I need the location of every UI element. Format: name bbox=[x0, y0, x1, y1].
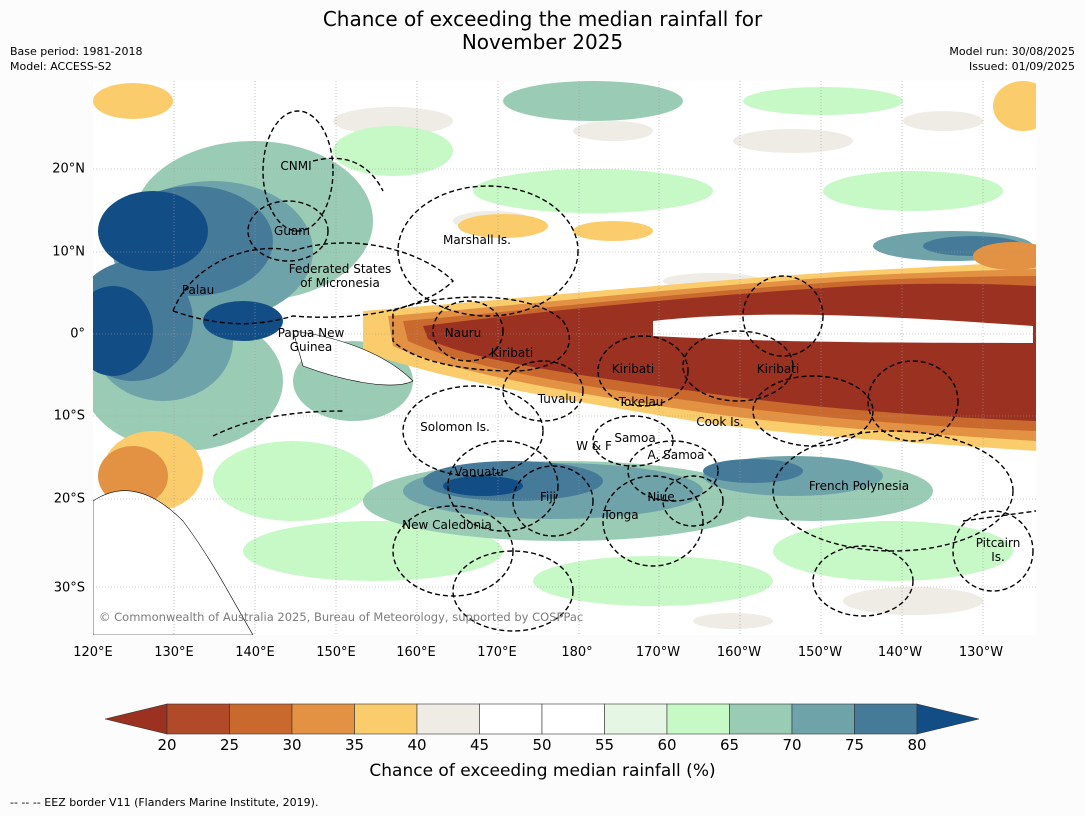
y-tick: 30°S bbox=[53, 580, 85, 596]
colorbar-tick: 60 bbox=[657, 736, 677, 754]
deep-blue-patches bbox=[93, 191, 523, 496]
colorbar-tick: 70 bbox=[782, 736, 802, 754]
model-run: Model run: 30/08/2025 bbox=[949, 45, 1075, 58]
base-period: Base period: 1981-2018 bbox=[10, 45, 143, 58]
label-tonga: Tonga bbox=[603, 508, 639, 522]
colorbar-tick: 20 bbox=[157, 736, 177, 754]
label-samoa: Samoa bbox=[614, 431, 656, 445]
x-tick: 130°E bbox=[154, 645, 194, 660]
label-vanuatu: Vanuatu bbox=[454, 465, 504, 479]
y-tick: 20°N bbox=[52, 161, 85, 177]
label-wf: W & F bbox=[576, 439, 612, 453]
label-png: Papua New Guinea bbox=[277, 326, 345, 354]
label-guam: Guam bbox=[274, 224, 310, 238]
y-tick: 10°N bbox=[52, 244, 85, 260]
copyright-notice: © Commonwealth of Australia 2025, Bureau… bbox=[99, 610, 584, 624]
colorbar-tick: 75 bbox=[844, 736, 865, 754]
label-niue: Niue bbox=[647, 490, 675, 504]
colorbar-tick: 25 bbox=[219, 736, 240, 754]
y-tick: 20°S bbox=[53, 491, 85, 507]
x-tick: 140°E bbox=[235, 645, 275, 660]
label-palau: Palau bbox=[181, 283, 215, 297]
label-tuvalu: Tuvalu bbox=[537, 392, 577, 406]
x-tick: 170°W bbox=[635, 645, 681, 660]
x-tick: 150°E bbox=[316, 645, 356, 660]
colorbar-segment bbox=[229, 703, 293, 735]
colorbar-segment bbox=[666, 703, 730, 735]
label-kiribati-3: Kiribati bbox=[756, 362, 800, 376]
map-panel bbox=[93, 81, 1036, 635]
colorbar-segment bbox=[791, 703, 855, 735]
label-nauru: Nauru bbox=[444, 326, 482, 340]
colorbar-tick: 30 bbox=[282, 736, 302, 754]
x-tick: 160°E bbox=[396, 645, 436, 660]
colorbar-extend-low bbox=[105, 703, 168, 735]
x-tick: 170°E bbox=[477, 645, 517, 660]
colorbar-segment bbox=[166, 703, 230, 735]
y-tick: 0° bbox=[70, 326, 85, 342]
x-tick: 130°W bbox=[958, 645, 1004, 660]
colorbar-tick: 40 bbox=[407, 736, 427, 754]
colorbar-tick: 65 bbox=[719, 736, 740, 754]
label-asamoa: A. Samoa bbox=[647, 448, 705, 462]
meta-right: Model run: 30/08/2025 Issued: 01/09/2025 bbox=[949, 44, 1075, 74]
colorbar bbox=[105, 703, 980, 735]
land-outlines bbox=[93, 330, 414, 635]
colorbar-tick: 35 bbox=[344, 736, 365, 754]
meta-left: Base period: 1981-2018 Model: ACCESS-S2 bbox=[10, 44, 142, 74]
colorbar-segment bbox=[479, 703, 543, 735]
colorbar-tick: 45 bbox=[469, 736, 490, 754]
label-solomon: Solomon Is. bbox=[420, 420, 490, 434]
x-tick: 150°W bbox=[797, 645, 843, 660]
y-tick: 10°S bbox=[53, 408, 85, 424]
label-pitcairn: Pitcairn Is. bbox=[975, 536, 1021, 564]
colorbar-segment bbox=[729, 703, 793, 735]
colorbar-tick: 50 bbox=[532, 736, 552, 754]
label-fiji: Fiji bbox=[539, 490, 557, 504]
x-tick: 180° bbox=[561, 645, 593, 660]
colorbar-label: Chance of exceeding median rainfall (%) bbox=[369, 761, 716, 781]
colorbar-segment bbox=[541, 703, 605, 735]
x-tick: 160°W bbox=[716, 645, 762, 660]
colorbar-segment bbox=[604, 703, 668, 735]
label-tokelau: Tokelau bbox=[618, 395, 664, 409]
colorbar-extend-high bbox=[916, 703, 980, 735]
x-tick: 140°W bbox=[877, 645, 923, 660]
model-name: Model: ACCESS-S2 bbox=[10, 60, 112, 73]
map-svg bbox=[93, 81, 1036, 635]
issued-date: Issued: 01/09/2025 bbox=[968, 60, 1075, 73]
label-kiribati-1: Kiribati bbox=[490, 346, 534, 360]
label-marshall: Marshall Is. bbox=[443, 233, 511, 247]
label-kiribati-2: Kiribati bbox=[611, 362, 655, 376]
colorbar-segment bbox=[354, 703, 418, 735]
label-cook: Cook Is. bbox=[696, 415, 744, 429]
x-tick: 120°E bbox=[73, 645, 113, 660]
colorbar-tick: 80 bbox=[907, 736, 927, 754]
label-cnmi: CNMI bbox=[280, 159, 312, 173]
eez-legend: -- -- -- EEZ border V11 (Flanders Marine… bbox=[10, 796, 319, 809]
chart-title: Chance of exceeding the median rainfall … bbox=[0, 8, 1085, 54]
colorbar-segment bbox=[854, 703, 918, 735]
eez-borders bbox=[172, 110, 1036, 632]
colorbar-tick: 55 bbox=[594, 736, 615, 754]
colorbar-segment bbox=[291, 703, 355, 735]
title-line-1: Chance of exceeding the median rainfall … bbox=[322, 7, 763, 31]
label-new-caledonia: New Caledonia bbox=[402, 518, 492, 532]
title-line-2: November 2025 bbox=[461, 30, 624, 54]
label-french-polynesia: French Polynesia bbox=[808, 479, 910, 493]
colorbar-segment bbox=[416, 703, 480, 735]
label-micronesia: Federated States of Micronesia bbox=[288, 262, 392, 290]
